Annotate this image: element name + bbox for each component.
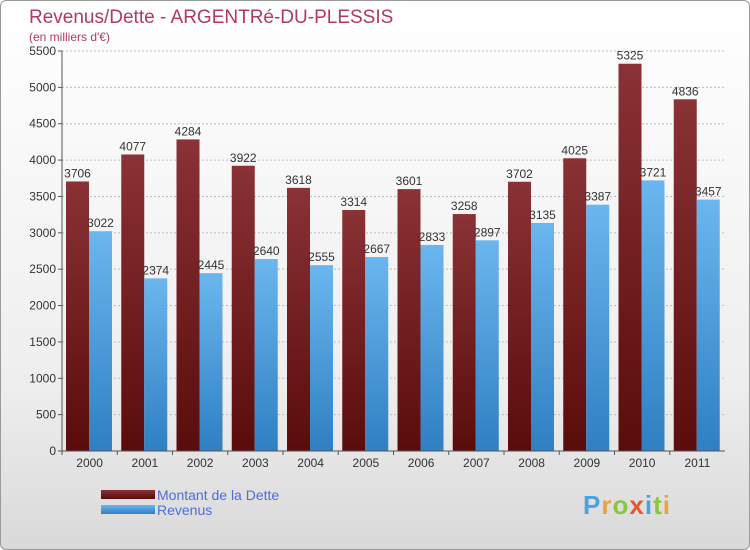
bar-revenus: [199, 273, 223, 451]
data-label: 3457: [695, 185, 722, 199]
logo-letter: i: [644, 490, 654, 520]
chart-title: Revenus/Dette - ARGENTRé-DU-PLESSIS: [29, 7, 394, 28]
data-label: 4077: [119, 139, 146, 153]
x-axis: 2000 2001 2002 2003 2004 2005 2006 2007 2008 2009…: [61, 450, 725, 470]
x-tick-label: 2003: [242, 456, 269, 470]
bar-revenus: [89, 231, 112, 451]
bar-dette: [66, 181, 89, 452]
data-label: 3922: [230, 151, 257, 165]
legend: Montant de la Dette Revenus: [101, 486, 280, 518]
bar-dette: [397, 189, 421, 452]
data-label: 3721: [640, 165, 667, 179]
y-tick-label: 4000: [29, 153, 56, 167]
legend-label-dette: Montant de la Dette: [157, 486, 280, 503]
y-tick-label: 2500: [29, 262, 56, 276]
data-label: 3135: [529, 208, 556, 222]
bar-dette: [618, 63, 642, 452]
data-label: 5325: [617, 49, 644, 63]
x-tick-label: 2005: [353, 456, 380, 470]
data-label: 2667: [363, 242, 390, 256]
data-label: 3387: [584, 190, 611, 204]
data-label: 3702: [506, 167, 533, 181]
y-tick-label: 5500: [29, 44, 56, 58]
x-tick-label: 2001: [132, 456, 159, 470]
bar-revenus: [420, 244, 444, 451]
bar-dette: [342, 209, 366, 451]
bar-dette: [231, 165, 255, 451]
y-tick-label: 2000: [29, 299, 56, 313]
x-tick-label: 2007: [463, 456, 490, 470]
y-tick-label: 3000: [29, 226, 56, 240]
x-tick-label: 2008: [518, 456, 545, 470]
bar-dette: [121, 154, 145, 451]
bar-revenus: [365, 257, 389, 451]
logo-letter: P: [583, 490, 602, 520]
data-labels: 3706 3022 4077 2374 4284 2445 3922 2640 3618 2555…: [64, 49, 722, 278]
data-label: 2640: [253, 244, 280, 258]
x-tick-label: 2002: [187, 456, 214, 470]
logo-letter: i: [662, 490, 671, 520]
legend-item-dette: Montant de la Dette: [101, 486, 280, 503]
bar-revenus: [310, 265, 333, 451]
logo-letter: t: [653, 490, 663, 520]
y-tick-label: 3500: [29, 189, 56, 203]
proxiti-logo: Proxiti: [583, 490, 671, 521]
data-label: 3258: [451, 199, 478, 213]
legend-swatch-revenus: [101, 505, 155, 514]
logo-letter: r: [601, 490, 613, 520]
data-label: 3022: [87, 216, 114, 230]
bar-revenus: [586, 204, 610, 451]
x-tick-label: 2010: [629, 456, 656, 470]
y-axis: 0 500 1000 1500 2000 2500 3000 3500 4000 4500 5000…: [29, 44, 63, 458]
logo-letter: o: [612, 490, 630, 520]
logo-letter: x: [629, 490, 645, 520]
data-label: 2555: [308, 250, 335, 264]
data-label: 3314: [340, 195, 367, 209]
legend-item-revenus: Revenus: [101, 501, 279, 518]
bar-dette: [287, 187, 310, 451]
bar-dette: [452, 214, 476, 451]
data-label: 4025: [561, 143, 588, 157]
data-label: 3706: [64, 166, 91, 180]
data-label: 3601: [396, 174, 423, 188]
data-label: 4836: [672, 84, 699, 98]
bar-revenus: [641, 180, 665, 451]
y-tick-label: 4500: [29, 117, 56, 131]
legend-label-revenus: Revenus: [157, 501, 213, 518]
bar-revenus: [531, 223, 554, 451]
y-tick-label: 1000: [29, 371, 56, 385]
x-tick-label: 2006: [408, 456, 435, 470]
bar-dette: [508, 181, 531, 451]
data-label: 2833: [419, 230, 446, 244]
bar-revenus: [696, 199, 720, 451]
bars: [66, 63, 720, 452]
data-label: 2445: [198, 258, 225, 272]
data-label: 3618: [285, 173, 312, 187]
x-tick-label: 2000: [76, 456, 103, 470]
bar-dette: [563, 158, 587, 452]
chart-subtitle: (en milliers d'€): [29, 30, 110, 44]
x-tick-label: 2004: [297, 456, 324, 470]
y-tick-label: 500: [36, 408, 56, 422]
bar-revenus: [475, 240, 499, 451]
data-label: 2897: [474, 225, 501, 239]
data-label: 4284: [175, 124, 202, 138]
y-tick-label: 1500: [29, 335, 56, 349]
legend-swatch-dette: [101, 490, 155, 499]
bar-revenus: [254, 259, 278, 451]
bar-revenus: [144, 278, 168, 451]
x-tick-label: 2011: [684, 456, 710, 470]
data-label: 2374: [142, 263, 169, 277]
y-tick-label: 5000: [29, 80, 56, 94]
x-tick-label: 2009: [574, 456, 601, 470]
y-tick-label: 0: [49, 444, 56, 458]
bar-dette: [673, 99, 697, 452]
bar-dette: [176, 139, 200, 451]
